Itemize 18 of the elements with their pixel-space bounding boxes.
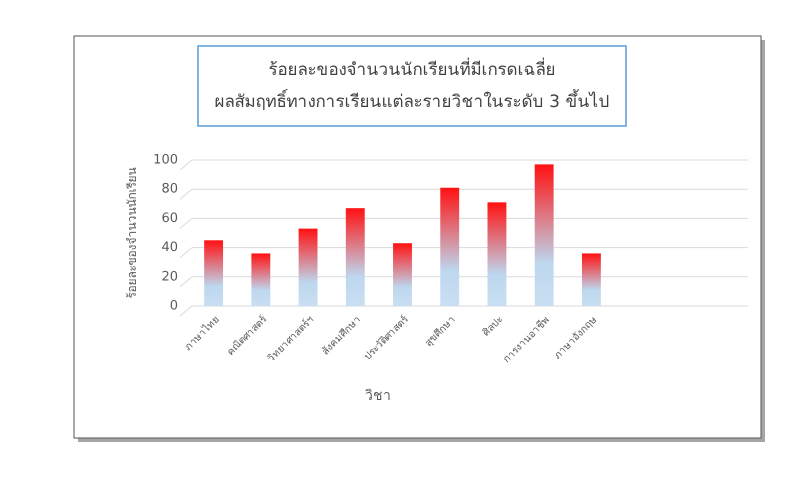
bar — [440, 188, 460, 306]
y-tick-label: 100 — [153, 152, 178, 168]
bar — [488, 202, 506, 306]
y-tick-label: 80 — [161, 182, 178, 197]
y-tick-label: 60 — [161, 210, 178, 226]
bar — [582, 253, 601, 306]
chart-title: ร้อยละของจำนวนนักเรียนที่มีเกรดเฉลี่ย ผลสัมฤทธิ์ทางการเรียนแต่ละรายวิชาในระดับ 3 ขึ้นไป — [214, 57, 610, 112]
y-tick-label: 0 — [170, 298, 178, 314]
bar — [298, 228, 318, 306]
x-axis-title: วิชา — [365, 388, 391, 404]
y-tick-label: 20 — [161, 269, 178, 284]
bar — [251, 253, 270, 306]
bar — [534, 164, 554, 306]
bar — [204, 240, 224, 306]
bar — [346, 208, 365, 306]
y-axis-title: ร้อยละของจำนวนนักเรียน — [125, 168, 139, 298]
y-tick-label: 40 — [161, 240, 178, 256]
bar — [393, 243, 412, 306]
